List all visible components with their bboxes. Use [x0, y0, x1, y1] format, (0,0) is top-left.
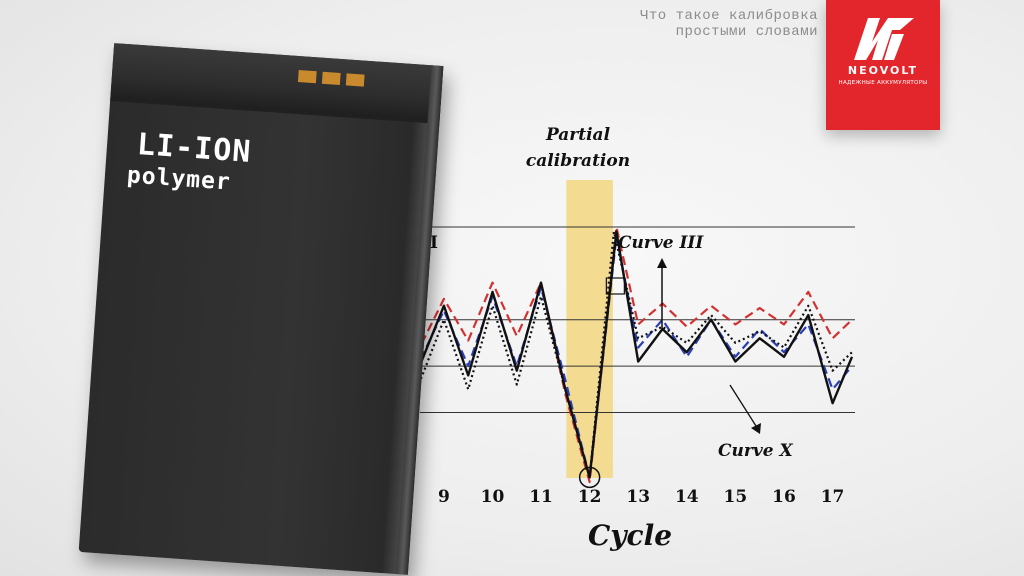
x-tick-label: 10 — [481, 487, 505, 507]
x-tick-label: 15 — [724, 487, 748, 507]
annotation-partial: Partial — [545, 125, 611, 145]
neovolt-logo[interactable]: NEOVOLT надежные аккумуляторы — [826, 0, 940, 130]
peak-marker — [605, 277, 625, 295]
logo-tagline: надежные аккумуляторы — [838, 80, 928, 86]
curve-x-arrowhead — [751, 423, 761, 434]
battery-contact — [297, 70, 317, 84]
annotation-calibration: calibration — [526, 151, 630, 171]
x-tick-label: 17 — [821, 487, 845, 507]
caption-line-2: простыми словами — [675, 24, 818, 40]
x-tick-label: 9 — [438, 487, 450, 507]
caption-line-1: Что такое калибровка — [639, 8, 818, 24]
series-line-4 — [403, 230, 854, 479]
x-axis-label: Cycle — [588, 519, 672, 552]
x-tick-label: 13 — [626, 487, 650, 507]
curve-iii-arrowhead — [657, 258, 667, 268]
neovolt-logo-icon — [854, 18, 914, 60]
series-line-1 — [404, 225, 853, 484]
x-tick-label: 14 — [675, 487, 699, 507]
series-line-3 — [403, 230, 853, 479]
x-tick-label: 12 — [578, 487, 602, 507]
label-curve-iii: Curve III — [618, 233, 704, 253]
article-caption: Что такое калибровка простыми словами — [640, 8, 818, 40]
label-curve-x: Curve X — [718, 441, 793, 461]
battery-contact — [321, 71, 341, 85]
logo-name: NEOVOLT — [847, 64, 919, 77]
min-point-marker — [578, 466, 601, 489]
curve-x-arrow — [729, 384, 757, 427]
x-tick-label: 16 — [772, 487, 796, 507]
battery-contact — [345, 73, 365, 87]
li-ion-battery-image: LI-ION polymer — [78, 43, 444, 575]
x-tick-label: 11 — [529, 487, 553, 507]
